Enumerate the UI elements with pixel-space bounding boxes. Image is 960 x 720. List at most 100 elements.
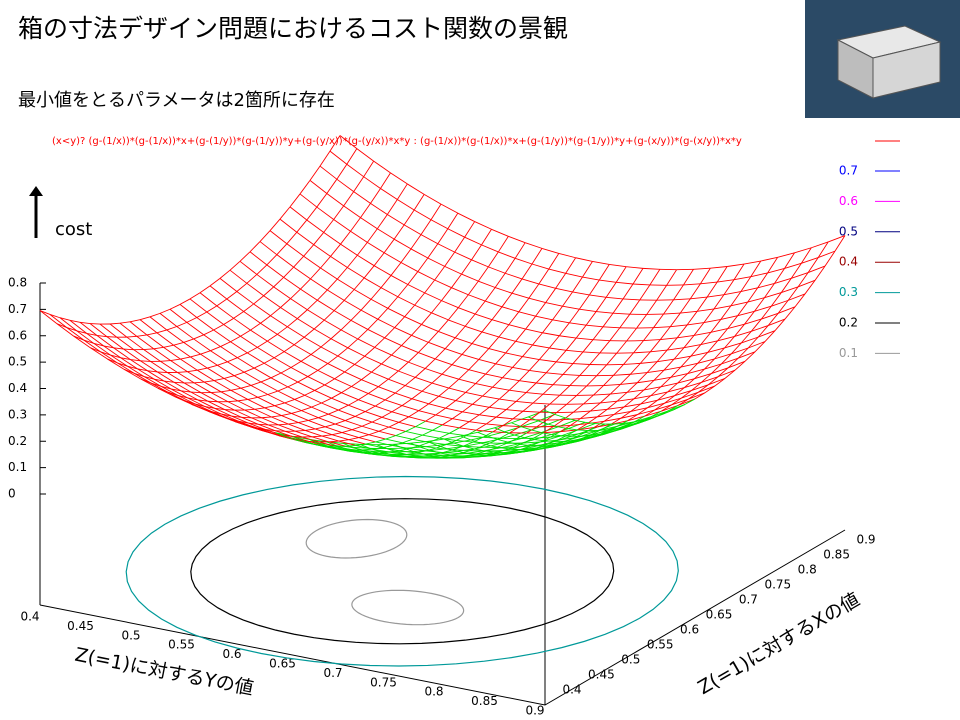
surface-mesh <box>340 320 352 331</box>
z-tick-label: 0.7 <box>8 302 27 316</box>
surface-mesh <box>303 336 322 348</box>
surface-mesh <box>359 443 370 449</box>
surface-mesh <box>269 218 281 231</box>
surface-mesh <box>310 346 322 355</box>
surface-mesh <box>696 296 708 312</box>
surface-mesh <box>144 376 155 380</box>
surface-mesh <box>126 336 144 350</box>
surface-mesh <box>650 349 668 353</box>
surface-mesh <box>216 305 234 319</box>
surface-mesh <box>419 445 437 449</box>
surface-mesh <box>414 292 426 306</box>
contour <box>351 589 465 626</box>
surface-mesh <box>677 378 695 384</box>
surface-mesh <box>443 438 455 444</box>
surface-mesh <box>271 416 289 425</box>
surface-mesh <box>488 348 506 354</box>
surface-mesh <box>770 292 782 307</box>
surface-mesh <box>423 193 442 205</box>
surface-mesh <box>240 335 258 348</box>
surface-mesh <box>600 425 618 431</box>
y-tick-label: 0.45 <box>67 619 94 633</box>
surface-mesh <box>550 431 561 438</box>
surface-mesh <box>204 405 222 415</box>
surface-mesh <box>184 400 195 405</box>
surface-mesh <box>575 324 587 339</box>
surface-mesh <box>351 429 369 436</box>
surface-mesh <box>507 441 518 445</box>
surface-mesh <box>346 148 358 165</box>
surface-mesh <box>208 410 219 416</box>
surface-mesh <box>103 345 121 359</box>
surface-mesh <box>573 432 585 439</box>
surface-mesh <box>353 289 372 300</box>
surface-mesh <box>525 315 537 330</box>
surface-mesh <box>488 266 506 274</box>
surface-mesh <box>707 376 719 386</box>
surface-mesh <box>129 321 148 336</box>
surface-mesh <box>476 450 487 455</box>
surface-mesh <box>391 405 403 413</box>
surface-mesh <box>509 389 527 393</box>
surface-mesh <box>190 391 202 394</box>
surface-mesh <box>200 392 219 403</box>
surface-mesh <box>484 287 496 302</box>
surface-mesh <box>169 304 181 310</box>
surface-mesh <box>258 423 269 426</box>
surface-mesh <box>432 424 443 431</box>
surface-mesh <box>584 436 595 440</box>
surface-mesh <box>598 264 610 281</box>
surface-mesh <box>180 390 199 401</box>
surface-mesh <box>553 419 564 427</box>
surface-mesh <box>56 323 74 337</box>
surface-mesh <box>391 411 409 418</box>
surface-mesh <box>515 392 527 402</box>
surface-mesh <box>523 441 541 444</box>
surface-mesh <box>318 417 336 425</box>
surface-mesh <box>390 275 409 285</box>
surface-mesh <box>353 191 371 204</box>
surface-mesh <box>375 441 393 446</box>
surface-mesh <box>350 309 362 321</box>
surface-mesh <box>298 420 309 424</box>
surface-mesh <box>409 448 427 452</box>
surface-mesh <box>667 387 685 393</box>
surface-mesh <box>774 318 786 331</box>
surface-mesh <box>520 445 531 450</box>
surface-mesh <box>754 305 772 312</box>
surface-mesh <box>767 257 779 274</box>
surface-mesh <box>733 276 751 281</box>
surface-mesh <box>429 441 447 446</box>
surface-mesh <box>684 378 695 388</box>
surface-mesh <box>694 392 706 400</box>
surface-mesh <box>258 427 269 433</box>
surface-mesh <box>663 366 681 371</box>
surface-mesh <box>487 251 499 268</box>
surface-mesh <box>354 355 365 365</box>
surface-mesh <box>528 297 546 304</box>
surface-mesh <box>720 315 738 320</box>
surface-mesh <box>437 243 455 253</box>
surface-mesh <box>457 450 468 454</box>
surface-mesh <box>634 419 646 423</box>
surface-mesh <box>384 392 396 401</box>
surface-mesh <box>509 426 521 434</box>
surface-mesh <box>388 378 406 386</box>
surface-mesh <box>247 396 258 400</box>
surface-mesh <box>460 455 471 458</box>
surface-mesh <box>704 385 716 394</box>
surface-mesh <box>169 308 188 323</box>
surface-mesh <box>363 265 375 279</box>
surface-mesh <box>368 430 379 436</box>
surface-mesh <box>462 403 473 413</box>
surface-mesh <box>653 313 664 328</box>
surface-mesh <box>271 415 282 418</box>
surface-mesh <box>546 372 564 375</box>
surface-mesh <box>396 451 407 455</box>
surface-mesh <box>708 377 726 386</box>
surface-mesh <box>320 346 339 357</box>
surface-mesh <box>764 330 776 342</box>
surface-mesh <box>276 243 288 255</box>
surface-mesh <box>369 447 380 453</box>
surface-mesh <box>233 311 244 319</box>
